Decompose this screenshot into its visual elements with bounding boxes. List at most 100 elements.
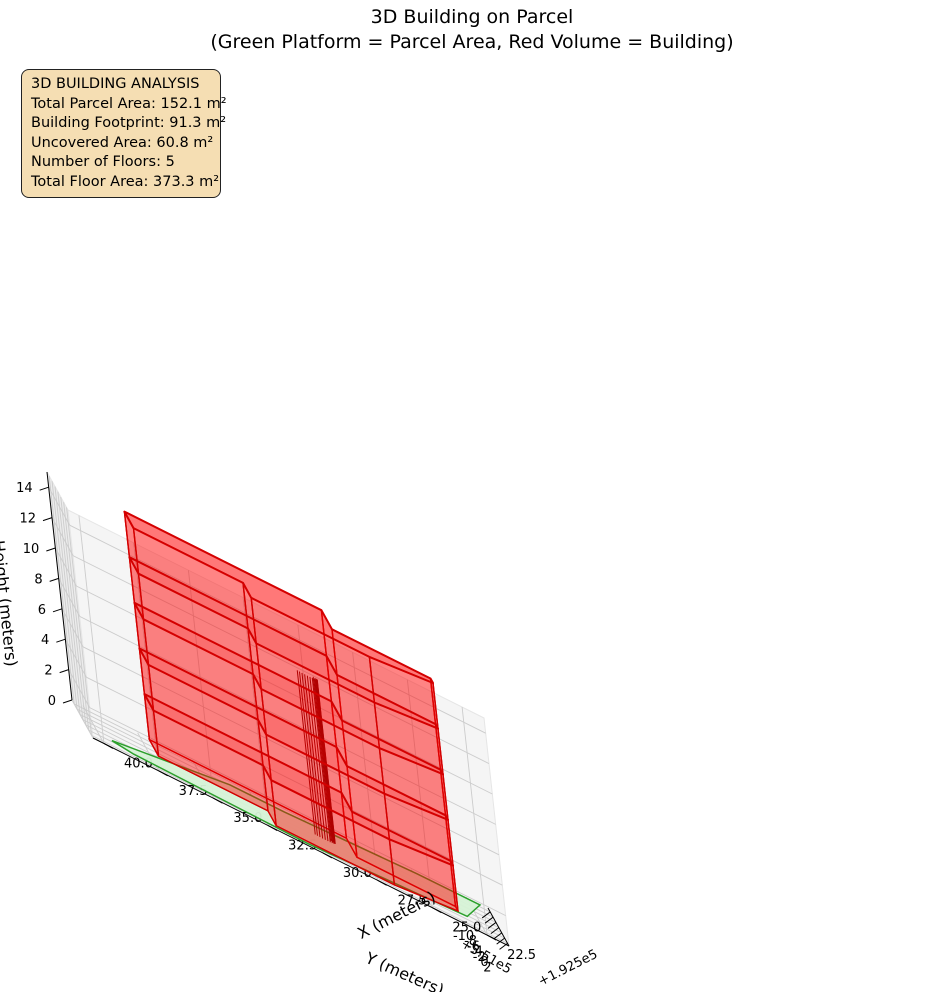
y-tick-label: -8: [464, 934, 477, 949]
y-tick: [487, 922, 497, 929]
x-tick: [322, 852, 333, 859]
core-line: [316, 679, 336, 844]
z-tick-label: 12: [19, 512, 36, 527]
x-tick: [158, 770, 168, 777]
z-axis-label: Height (meters): [0, 539, 21, 667]
z-tick: [56, 638, 66, 643]
grid-z-left: [54, 547, 77, 587]
core-line: [306, 675, 326, 840]
y-tick-label: -4: [470, 945, 483, 960]
grid-y-wall: [63, 502, 90, 731]
x-tick: [377, 879, 387, 886]
building-volume: [123, 510, 460, 913]
grid-z-right: [72, 555, 490, 765]
core-line: [304, 674, 324, 839]
core-line: [312, 676, 332, 842]
chart-subtitle: (Green Platform = Parcel Area, Red Volum…: [210, 31, 734, 53]
core-line: [314, 677, 334, 843]
y-tick-label: -10: [453, 929, 474, 944]
grid-x-wall: [133, 542, 160, 771]
info-parcel-area: Total Parcel Area: 152.1 m²: [31, 95, 227, 112]
y-tick: [490, 927, 500, 935]
y-axis-label: Y (meters): [362, 948, 447, 992]
analysis-info-box: 3D BUILDING ANALYSIS Total Parcel Area: …: [21, 69, 227, 198]
chart-title: 3D Building on Parcel: [370, 6, 574, 28]
z-tick: [59, 669, 69, 674]
z-tick-label: 0: [48, 694, 56, 709]
z-axis-line: [46, 471, 73, 701]
y-axis-line: [487, 907, 510, 947]
grid-x-wall: [242, 597, 269, 826]
core-line: [311, 677, 331, 843]
grid-x-wall: [78, 515, 105, 744]
x-tick: [213, 797, 223, 804]
core-line: [313, 678, 333, 844]
grid-y-wall: [51, 481, 78, 710]
x-tick-label: 25.0: [452, 921, 481, 936]
z-tick: [46, 547, 56, 552]
x-axis-offset: +1.925e5: [536, 947, 600, 990]
z-tick-label: 2: [44, 664, 52, 679]
y-tick: [493, 932, 503, 940]
grid-z-left: [64, 638, 87, 678]
grid-x-wall: [352, 652, 379, 881]
x-tick: [486, 934, 497, 941]
core-line: [315, 678, 335, 844]
z-tick: [49, 577, 59, 582]
grid-z-right: [69, 524, 486, 734]
grid-y-wall: [54, 486, 81, 715]
floor-slab: [138, 647, 449, 821]
grid-x-wall: [297, 624, 324, 853]
y-tick: [484, 916, 494, 924]
grid-z-left: [68, 669, 91, 708]
grid-x-wall: [461, 707, 488, 936]
core-line: [301, 672, 321, 838]
grid-x-wall: [187, 570, 214, 799]
z-tick-label: 8: [34, 572, 42, 587]
floor-slab: [128, 556, 439, 730]
grid-y-wall: [57, 491, 84, 720]
y-tick-label: 0: [480, 955, 488, 970]
info-footprint: Building Footprint: 91.3 m²: [31, 115, 227, 131]
z-tick-label: 10: [23, 542, 40, 557]
info-floor-area: Total Floor Area: 373.3 m²: [31, 173, 220, 190]
grid-y-wall: [60, 496, 87, 725]
grid-z-right: [79, 615, 496, 825]
y-tick: [481, 911, 491, 919]
grid-z-left: [51, 517, 74, 556]
core-line: [309, 676, 329, 842]
floor-slab: [133, 601, 444, 776]
z-tick: [39, 486, 49, 491]
x-tick-label: 22.5: [507, 948, 536, 963]
y-tick: [499, 942, 508, 950]
info-uncovered-area: Uncovered Area: 60.8 m²: [31, 134, 214, 151]
core-line: [315, 679, 335, 844]
z-tick-label: 4: [41, 633, 49, 648]
grid-z-left: [58, 578, 81, 617]
x-tick: [432, 907, 442, 914]
y-tick-label: 2: [483, 960, 491, 975]
y-tick-label: -6: [467, 939, 480, 954]
z-tick-label: 6: [38, 603, 46, 618]
floor-slab: [143, 693, 454, 867]
grid-z-left: [71, 699, 94, 739]
grid-z-right: [89, 707, 506, 917]
floor-slab: [123, 510, 434, 684]
grid-z-left: [48, 486, 71, 526]
z-tick: [42, 517, 53, 522]
x-tick-label: 27.5: [398, 893, 427, 908]
grid-y-wall: [66, 507, 92, 736]
grid-z-left: [61, 608, 84, 648]
core-line: [298, 671, 318, 836]
grid-z-right: [82, 646, 500, 856]
x-tick: [267, 825, 278, 832]
grid-y-wall: [48, 475, 75, 704]
z-tick-label: 14: [16, 481, 33, 496]
core-line: [296, 670, 316, 835]
x-axis-label: X (meters): [354, 887, 438, 943]
y-tick-label: -2: [473, 950, 486, 965]
info-heading: 3D BUILDING ANALYSIS: [31, 76, 200, 92]
info-floors: Number of Floors: 5: [31, 154, 175, 170]
y-tick: [496, 937, 505, 945]
x-tick: [103, 743, 114, 749]
